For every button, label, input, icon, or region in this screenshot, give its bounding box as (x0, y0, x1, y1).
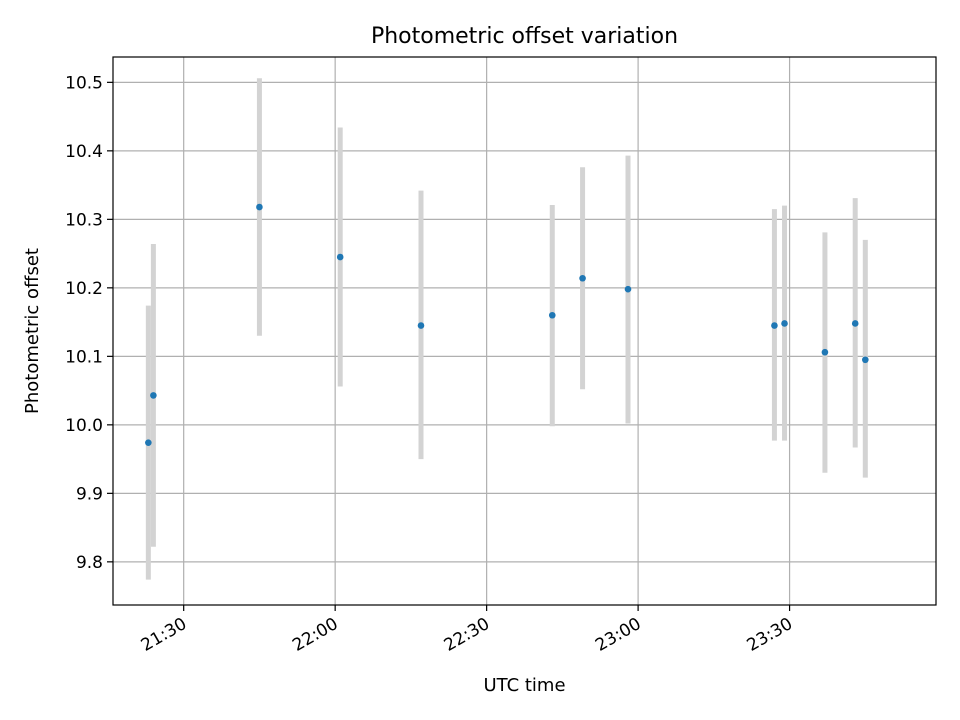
y-tick-label: 10.0 (65, 416, 103, 436)
y-tick-label: 9.9 (76, 484, 103, 504)
plot-area (113, 57, 936, 605)
data-point (145, 439, 152, 446)
data-point (851, 320, 859, 327)
x-axis-label: UTC time (483, 675, 565, 696)
y-tick-label: 10.4 (65, 142, 103, 162)
plot-frame (112, 56, 937, 606)
y-tick-label: 10.5 (65, 73, 103, 93)
y-tick-label: 10.2 (65, 279, 103, 299)
y-tick-label: 9.8 (76, 553, 103, 573)
y-tick-label: 10.3 (65, 210, 103, 230)
data-point (256, 203, 263, 211)
data-point (862, 356, 869, 364)
data-point (548, 311, 556, 319)
data-point (624, 285, 632, 293)
data-point (579, 274, 586, 282)
data-points (145, 203, 869, 446)
data-point (821, 348, 829, 356)
data-point (150, 392, 157, 399)
data-point (417, 322, 425, 329)
grid (113, 57, 936, 605)
y-axis: 9.8 9.9 10.0 10.1 10.2 10.3 10.4 10.5 (65, 73, 113, 573)
y-axis-label: Photometric offset (22, 248, 43, 414)
chart-title: Photometric offset variation (371, 24, 678, 49)
data-point (771, 322, 778, 329)
y-tick-label: 10.1 (65, 347, 103, 367)
data-point (781, 320, 788, 327)
data-point (336, 253, 344, 261)
